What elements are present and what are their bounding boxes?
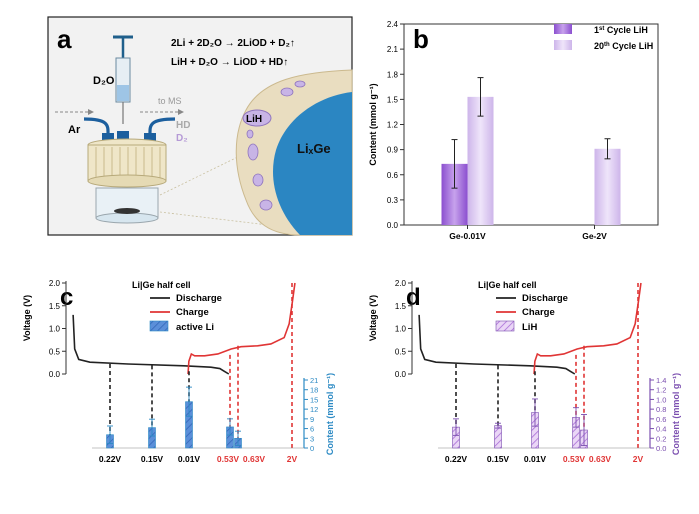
x-label-charge: 0.53V xyxy=(563,454,586,464)
content-tick-label: 15 xyxy=(310,395,318,404)
panel-c-letter: c xyxy=(60,284,73,311)
reactor-vessel-icon xyxy=(95,187,159,224)
discharge-curve xyxy=(72,314,230,375)
content-tick-label: 6 xyxy=(310,425,314,434)
voltage-axis-label: Voltage (V) xyxy=(368,295,378,341)
voltage-tick-label: 0.5 xyxy=(395,347,407,356)
ar-label: Ar xyxy=(68,124,81,136)
x-label-discharge: 0.15V xyxy=(141,454,164,464)
y-tick-label: 1.5 xyxy=(387,95,399,104)
panel-b: b 0.0 0.3 0.6 0.9 1.2 1.5 1.8 2.1 2.4 Content (mmo… xyxy=(368,20,659,241)
reaction-2: LiH + D₂O → LiOD + HD↑ xyxy=(171,57,288,68)
x-label-discharge: 0.01V xyxy=(524,454,547,464)
x-label-end: 2V xyxy=(633,454,644,464)
reactor-cap-icon xyxy=(87,138,167,188)
legend-discharge-label: Discharge xyxy=(522,293,568,304)
bar-Ge-0.01V-1 xyxy=(467,96,494,225)
voltage-tick-label: 2.0 xyxy=(49,279,61,288)
legend-discharge-label: Discharge xyxy=(176,293,222,304)
content-axis-label: Content (mmol g⁻¹) xyxy=(671,373,681,455)
legend-label-0: 1st Cycle LiH xyxy=(594,25,648,35)
y-tick-label: 1.8 xyxy=(387,70,399,79)
reaction-1: 2Li + 2D₂O → 2LiOD + D₂↑ xyxy=(171,38,295,49)
x-label-discharge: 0.01V xyxy=(178,454,201,464)
to-ms-label: to MS xyxy=(158,96,182,106)
x-label-end: 2V xyxy=(287,454,298,464)
legend-charge-label: Charge xyxy=(522,307,555,318)
x-tick-label: Ge-2V xyxy=(582,231,607,241)
content-tick-label: 21 xyxy=(310,376,318,385)
y-tick-label: 0.6 xyxy=(387,171,399,180)
voltage-tick-label: 0.0 xyxy=(49,370,61,379)
y-tick-label: 0.3 xyxy=(387,196,399,205)
content-tick-label: 1.0 xyxy=(656,395,666,404)
lih-label: LiH xyxy=(246,114,262,125)
legend-bar-swatch xyxy=(149,320,169,332)
y-tick-label: 0.0 xyxy=(387,221,399,230)
voltage-tick-label: 0.5 xyxy=(49,347,61,356)
charge-curve xyxy=(533,282,642,375)
x-label-charge: 0.63V xyxy=(589,454,612,464)
voltage-tick-label: 1.5 xyxy=(395,302,407,311)
legend-swatch-1 xyxy=(554,40,572,50)
particle-zoom-icon xyxy=(235,69,353,236)
panel-c: c 0.0 0.5 1.0 1.5 2.0 Voltage (V) Li|Ge half ce… xyxy=(22,279,335,464)
voltage-tick-label: 0.0 xyxy=(395,370,407,379)
legend-bar-label: LiH xyxy=(522,322,537,333)
legend-charge-label: Charge xyxy=(176,307,209,318)
x-label-discharge: 0.22V xyxy=(99,454,122,464)
voltage-axis-label: Voltage (V) xyxy=(22,295,32,341)
d2o-label: D₂O xyxy=(93,75,115,87)
content-tick-label: 0.4 xyxy=(656,425,666,434)
content-tick-label: 3 xyxy=(310,434,314,443)
content-tick-label: 0 xyxy=(310,444,314,453)
content-axis-label: Content (mmol g⁻¹) xyxy=(325,373,335,455)
legend-bar-label: active Li xyxy=(176,322,214,333)
voltage-tick-label: 1.0 xyxy=(395,325,407,334)
content-tick-label: 12 xyxy=(310,405,318,414)
content-tick-label: 0.2 xyxy=(656,434,666,443)
content-tick-label: 1.2 xyxy=(656,386,666,395)
y-tick-label: 2.1 xyxy=(387,45,399,54)
y-tick-label: 0.9 xyxy=(387,146,399,155)
syringe-icon xyxy=(113,35,133,124)
legend-label-1: 20th Cycle LiH xyxy=(594,41,653,51)
panel-a: a 2Li + 2D₂O → 2LiOD + D₂↑ LiH + D₂O → L… xyxy=(47,16,353,236)
charge-curve xyxy=(187,282,296,375)
x-tick-label: Ge-0.01V xyxy=(449,231,486,241)
content-tick-label: 0.8 xyxy=(656,405,666,414)
panel-d-letter: d xyxy=(406,284,421,311)
hd-label: HD xyxy=(176,120,190,131)
chart-title: Li|Ge half cell xyxy=(132,280,191,290)
x-label-charge: 0.63V xyxy=(243,454,266,464)
bar-Ge-2V-1 xyxy=(594,148,621,225)
y-axis-label: Content (mmol g⁻¹) xyxy=(368,83,378,165)
legend-bar-swatch xyxy=(495,320,515,332)
content-tick-label: 0.0 xyxy=(656,444,666,453)
voltage-tick-label: 1.5 xyxy=(49,302,61,311)
content-tick-label: 0.6 xyxy=(656,415,666,424)
legend-swatch-0 xyxy=(554,24,572,34)
x-label-charge: 0.53V xyxy=(217,454,240,464)
lixge-label: LiₓGe xyxy=(297,141,331,156)
content-tick-label: 1.4 xyxy=(656,376,666,385)
d2-label: D₂ xyxy=(176,133,188,144)
x-label-discharge: 0.15V xyxy=(487,454,510,464)
bar-0.15V xyxy=(494,425,502,449)
y-tick-label: 2.4 xyxy=(387,20,399,29)
voltage-tick-label: 2.0 xyxy=(395,279,407,288)
voltage-tick-label: 1.0 xyxy=(49,325,61,334)
panel-a-letter: a xyxy=(57,24,72,54)
x-label-discharge: 0.22V xyxy=(445,454,468,464)
content-tick-label: 9 xyxy=(310,415,314,424)
discharge-curve xyxy=(418,314,576,375)
chart-title: Li|Ge half cell xyxy=(478,280,537,290)
panel-b-letter: b xyxy=(413,24,429,54)
y-tick-label: 1.2 xyxy=(387,121,399,130)
panel-d: d 0.0 0.5 1.0 1.5 2.0 Voltage (V) Li|Ge half ce… xyxy=(368,279,681,464)
content-tick-label: 18 xyxy=(310,386,318,395)
